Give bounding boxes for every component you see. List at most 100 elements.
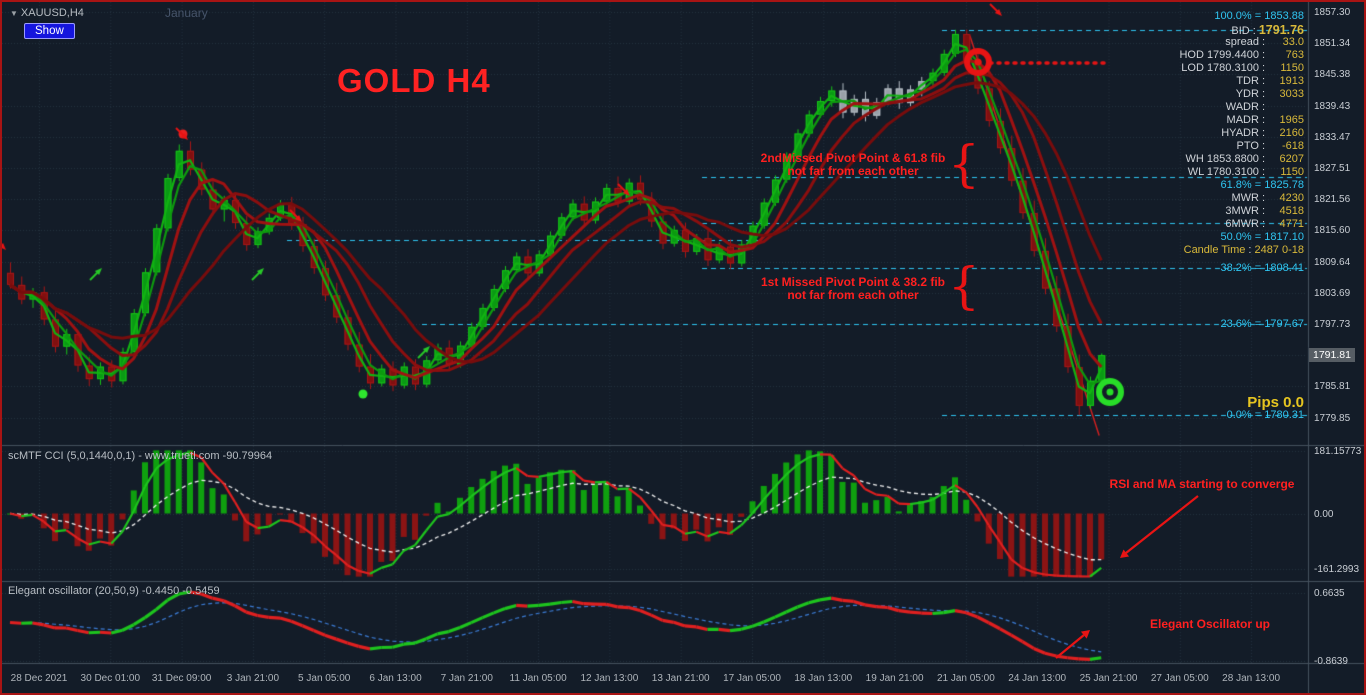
annotation-pivot2-line2: not far from each other [787,164,919,178]
annotation-eo-note: Elegant Oscillator up [1149,617,1271,631]
stats-row: WL 1780.3100: 1150 [1069,166,1304,179]
price-axis-label: 1815.60 [1314,225,1351,237]
chart-title: GOLD H4 [337,62,491,99]
cci-axis-label: 0.00 [1314,508,1334,520]
price-axis-label: 1827.51 [1314,163,1351,174]
current-price-badge: 1791.81 [1309,348,1355,362]
fib-level-label: 0.0% = 1780.31 [1226,409,1304,422]
stats-label: WL 1780.3100 [1187,166,1259,178]
stats-label: WH 1853.8800 [1185,153,1259,165]
oscillator-arrow [1055,630,1090,659]
stats-value: 2487 0-18 [1254,244,1304,256]
stats-colon: : [1248,244,1252,256]
time-axis-label: 19 Jan 21:00 [865,673,924,684]
eo-indicator-title: Elegant oscillator (20,50,9) -0.4450 -0.… [8,585,220,597]
time-axis-label: 3 Jan 21:00 [226,673,280,684]
time-axis-label: 27 Jan 05:00 [1150,673,1209,684]
stats-value: 6207 [1279,153,1304,165]
time-axis-label: 17 Jan 05:00 [723,673,781,684]
stats-row: HOD 1799.4400: 763 [1069,49,1304,62]
stats-colon: : [1261,192,1265,204]
stats-value: 1150 [1280,166,1304,178]
symbol-text: XAUUSD,H4 [20,7,84,19]
stats-value: 1791.76 [1258,23,1304,37]
stats-label: MWR [1231,192,1259,204]
time-axis-label: 25 Jan 21:00 [1079,673,1138,684]
stats-value: 2160 [1279,127,1304,139]
price-axis-label: 1821.56 [1314,194,1351,206]
convergence-arrow [1120,495,1199,558]
stats-label: Candle Time [1183,244,1246,256]
annotation-pivot1-line2: not far from each other [787,288,919,302]
market-stats-panel: 100.0% = 1853.88 BID:1791.76 spread:33.0 HO… [1069,10,1304,257]
month-watermark: January [165,6,208,20]
fib-level-label: 100.0% = 1853.88 [1214,10,1304,22]
stats-label: spread [1225,36,1259,48]
fib-level-label: 61.8% = 1825.78 [1220,179,1305,191]
time-axis-label: 31 Dec 09:00 [151,673,212,684]
price-axis-label: 1803.69 [1314,287,1351,299]
annotation-cci-note: RSI and MA starting to converge [1109,477,1295,491]
stats-value: 1150 [1280,62,1304,74]
stats-value: 1965 [1279,114,1304,126]
stats-colon: : [1261,101,1265,113]
annotation-pivot1-line1: 1st Missed Pivot Point & 38.2 fib [760,275,946,289]
stats-row: MADR: 1965 [1069,114,1304,127]
stats-colon: : [1261,114,1265,126]
stats-label: 3MWR [1225,205,1259,217]
fib-level-label: 38.2% = 1808.41 [1220,262,1305,275]
stats-colon: : [1261,127,1265,139]
annotation-pivot2: 2ndMissed Pivot Point & 61.8 fib not far… [747,152,959,178]
stats-value: 3033 [1279,88,1304,100]
stats-label: 6MWR [1225,218,1259,230]
cci-axis-label: 181.15773 [1314,446,1362,457]
stats-colon: : [1261,166,1265,178]
time-axis-label: 18 Jan 13:00 [794,673,853,684]
price-axis-label: 1833.47 [1314,131,1351,143]
time-axis-label: 13 Jan 21:00 [651,673,710,684]
time-axis-label: 12 Jan 13:00 [580,673,639,684]
brace-pivot2: { [948,135,980,193]
price-axis-label: 1809.64 [1314,256,1351,268]
price-axis-label: 1857.30 [1314,6,1351,18]
time-axis-label: 6 Jan 13:00 [369,673,422,684]
price-axis-label: 1845.38 [1314,69,1351,81]
time-axis-label: 5 Jan 05:00 [298,673,351,684]
time-axis-label: 21 Jan 05:00 [936,673,995,684]
stats-row: 6MWR: 4771 [1069,218,1304,231]
stats-row: WADR: [1069,101,1304,114]
stats-value: 33.0 [1282,36,1304,48]
stats-label: MADR [1226,114,1259,126]
price-axis-label: 1779.85 [1314,412,1351,424]
stats-row: MWR: 4230 [1069,192,1304,205]
fib-level-label: 23.6% = 1797.67 [1220,318,1305,331]
time-axis-label: 28 Jan 13:00 [1222,673,1280,684]
brace-pivot1: { [948,257,980,315]
stats-row: YDR: 3033 [1069,88,1304,101]
show-button[interactable]: Show [24,23,75,39]
stats-label: TDR [1236,75,1259,87]
stats-colon: : [1261,88,1265,100]
stats-colon: : [1252,25,1256,37]
eo-axis-label: -0.8639 [1314,655,1348,667]
price-axis-label: 1797.73 [1314,319,1351,330]
stats-label: PTO [1236,140,1259,152]
stats-colon: : [1261,75,1265,87]
stats-colon: : [1261,36,1265,48]
stats-label: LOD 1780.3100 [1181,62,1259,74]
stats-value: 4518 [1279,205,1304,217]
stats-value: 763 [1285,49,1304,61]
annotation-pivot2-line1: 2ndMissed Pivot Point & 61.8 fib [760,151,946,165]
time-axis-label: 24 Jan 13:00 [1008,673,1067,684]
price-axis-label: 1785.81 [1314,381,1351,393]
symbol-label[interactable]: ▼ XAUUSD,H4 [10,7,84,19]
cci-axis-label: -161.2993 [1314,564,1360,576]
stats-colon: : [1261,153,1265,165]
stats-value: -618 [1281,140,1304,152]
chevron-down-icon: ▼ [10,9,18,18]
eo-axis-label: 0.6635 [1314,588,1345,600]
annotation-pivot1: 1st Missed Pivot Point & 38.2 fib not fa… [747,276,959,302]
cci-indicator-title: scMTF CCI (5,0,1440,0,1) - www.truetl.co… [8,450,273,462]
